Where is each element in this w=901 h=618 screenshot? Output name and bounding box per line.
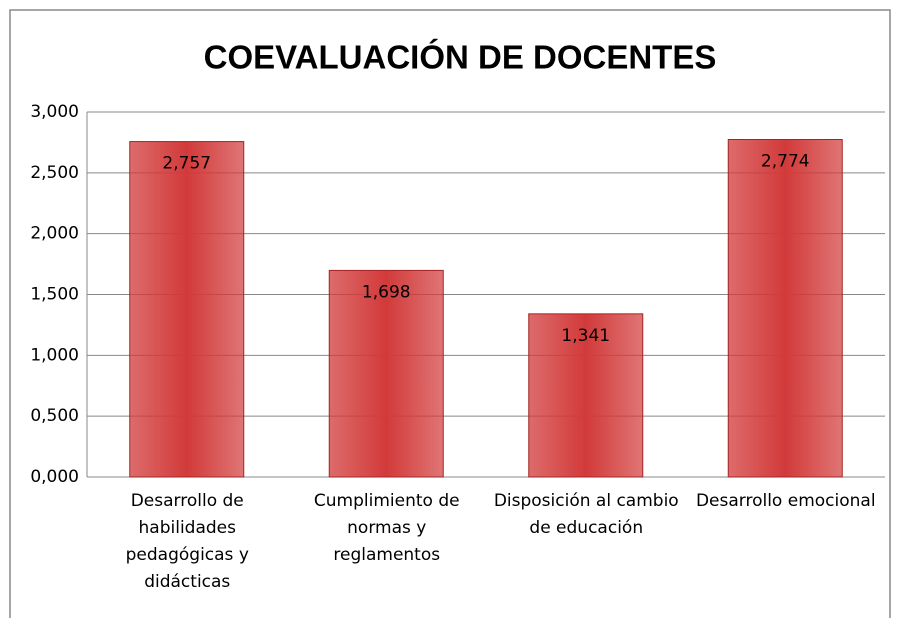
x-tick-label: Cumplimiento de normas y reglamentos [313,491,460,565]
bar [129,141,245,478]
chart-title: COEVALUACIÓN DE DOCENTES [204,39,717,76]
y-tick-label: 0,500 [30,406,79,426]
y-tick-label: 1,500 [30,285,79,305]
y-tick-label: 0,000 [30,467,79,487]
y-tick-label: 3,000 [30,102,79,122]
chart-border [9,9,891,618]
y-tick-label: 2,500 [30,163,79,183]
value-label: 1,341 [561,326,610,346]
y-tick-label: 1,000 [30,345,79,365]
value-label: 1,698 [362,282,411,302]
value-label: 2,757 [162,154,211,174]
y-tick-label: 2,000 [30,224,79,244]
value-label: 2,774 [761,151,810,171]
x-tick-label: Disposición al cambio de educación [493,491,679,538]
x-tick-label: Desarrollo de habilidades pedagógicas y … [125,491,249,592]
bar [727,138,843,478]
bar [528,313,644,478]
x-tick-label: Desarrollo emocional [695,491,876,511]
bar [328,269,444,478]
